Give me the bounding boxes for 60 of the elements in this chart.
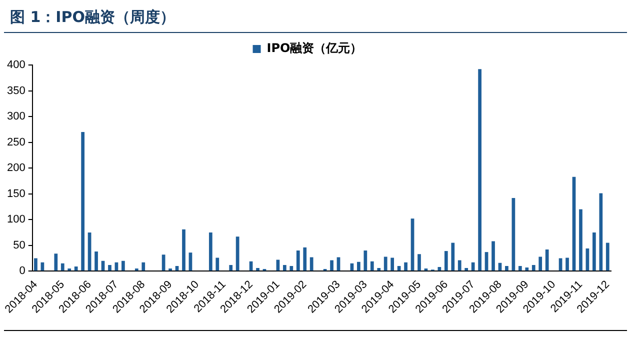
chart-title: 图 1：IPO融资（周度）: [4, 0, 627, 33]
y-tick-label: 250: [6, 136, 26, 148]
bar: [357, 262, 360, 271]
bar: [282, 264, 286, 271]
bar: [81, 132, 84, 271]
y-tick-label: 350: [6, 84, 26, 97]
bar: [464, 268, 468, 271]
bar: [370, 261, 374, 271]
bar: [54, 254, 58, 271]
bar: [384, 256, 388, 271]
bar: [256, 268, 260, 271]
y-tick-label: 400: [6, 59, 26, 72]
y-tick-label: 50: [13, 239, 26, 252]
bar: [599, 193, 603, 271]
bar: [303, 247, 307, 271]
bar: [458, 260, 462, 271]
bar: [364, 250, 368, 271]
bar: [444, 251, 448, 271]
bar: [478, 69, 482, 271]
bar: [310, 257, 314, 271]
bar: [525, 268, 529, 271]
bar: [418, 254, 421, 271]
bar: [236, 236, 240, 271]
bar: [390, 258, 394, 271]
bar: [492, 241, 495, 271]
bar: [122, 260, 125, 271]
bar: [216, 258, 220, 271]
y-tick-label: 0: [19, 265, 26, 278]
bar: [74, 266, 78, 271]
bar: [579, 209, 582, 271]
bar: [532, 264, 536, 271]
bar: [518, 266, 522, 271]
bar: [451, 242, 455, 271]
bar: [60, 263, 64, 271]
bar: [108, 264, 112, 271]
bar: [538, 256, 542, 271]
y-tick-label: 200: [6, 162, 26, 174]
y-tick-label: 300: [6, 110, 26, 123]
bar: [336, 257, 340, 271]
bar: [34, 258, 38, 271]
bar: [94, 252, 98, 271]
bar: [606, 242, 610, 271]
bar: [566, 258, 569, 271]
bar: [142, 262, 146, 271]
bar: [438, 267, 442, 271]
legend-label: IPO融资（亿元）: [266, 41, 362, 56]
bar: [545, 249, 549, 271]
bar: [377, 268, 381, 271]
y-tick-label: 100: [6, 214, 26, 226]
bar: [229, 264, 233, 271]
y-tick-label: 150: [6, 188, 26, 200]
bar: [208, 232, 212, 271]
bar: [330, 260, 334, 271]
bar: [296, 250, 300, 271]
bar: [505, 266, 508, 271]
bar: [592, 232, 596, 271]
bar: [290, 266, 294, 271]
bar: [558, 258, 562, 271]
bar: [182, 229, 186, 271]
bar: [404, 262, 408, 271]
